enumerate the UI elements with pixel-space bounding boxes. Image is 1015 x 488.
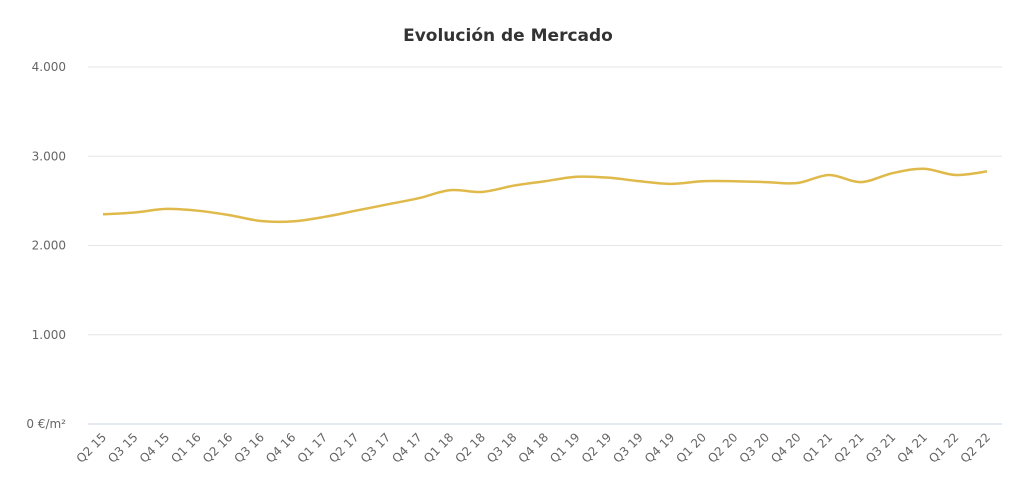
x-tick-label: Q1 22	[926, 430, 961, 465]
x-tick-label: Q1 21	[800, 430, 835, 465]
x-tick-label: Q2 18	[453, 430, 488, 465]
x-tick-label: Q3 21	[863, 430, 898, 465]
x-tick-label: Q2 15	[74, 430, 109, 465]
x-tick-label: Q3 16	[232, 430, 267, 465]
y-tick-label: 2.000	[32, 239, 66, 253]
y-tick-label: 4.000	[32, 60, 66, 74]
x-tick-label: Q2 21	[831, 430, 866, 465]
x-tick-label: Q4 16	[263, 430, 298, 465]
x-tick-label: Q4 17	[389, 430, 424, 465]
x-tick-label: Q1 17	[295, 430, 330, 465]
x-tick-label: Q2 20	[705, 430, 740, 465]
x-tick-label: Q4 21	[895, 430, 930, 465]
x-tick-label: Q3 18	[484, 430, 519, 465]
y-tick-label: 0 €/m²	[26, 417, 66, 431]
line-series	[102, 167, 988, 224]
x-tick-label: Q3 15	[105, 430, 140, 465]
x-tick-label: Q4 20	[768, 430, 803, 465]
x-tick-label: Q4 15	[137, 430, 172, 465]
y-tick-label: 3.000	[32, 149, 66, 163]
x-tick-label: Q3 20	[737, 430, 772, 465]
x-tick-label: Q3 19	[610, 430, 645, 465]
x-tick-label: Q4 19	[642, 430, 677, 465]
x-tick-label: Q1 16	[168, 430, 203, 465]
x-tick-label: Q2 22	[958, 430, 993, 465]
y-tick-label: 1.000	[32, 328, 66, 342]
x-tick-label: Q2 17	[326, 430, 361, 465]
x-tick-label: Q4 18	[516, 430, 551, 465]
x-tick-label: Q2 19	[579, 430, 614, 465]
chart-title: Evolución de Mercado	[403, 26, 613, 46]
x-tick-label: Q1 20	[674, 430, 709, 465]
x-tick-label: Q1 19	[547, 430, 582, 465]
x-tick-label: Q3 17	[358, 430, 393, 465]
x-tick-label: Q2 16	[200, 430, 235, 465]
x-tick-label: Q1 18	[421, 430, 456, 465]
